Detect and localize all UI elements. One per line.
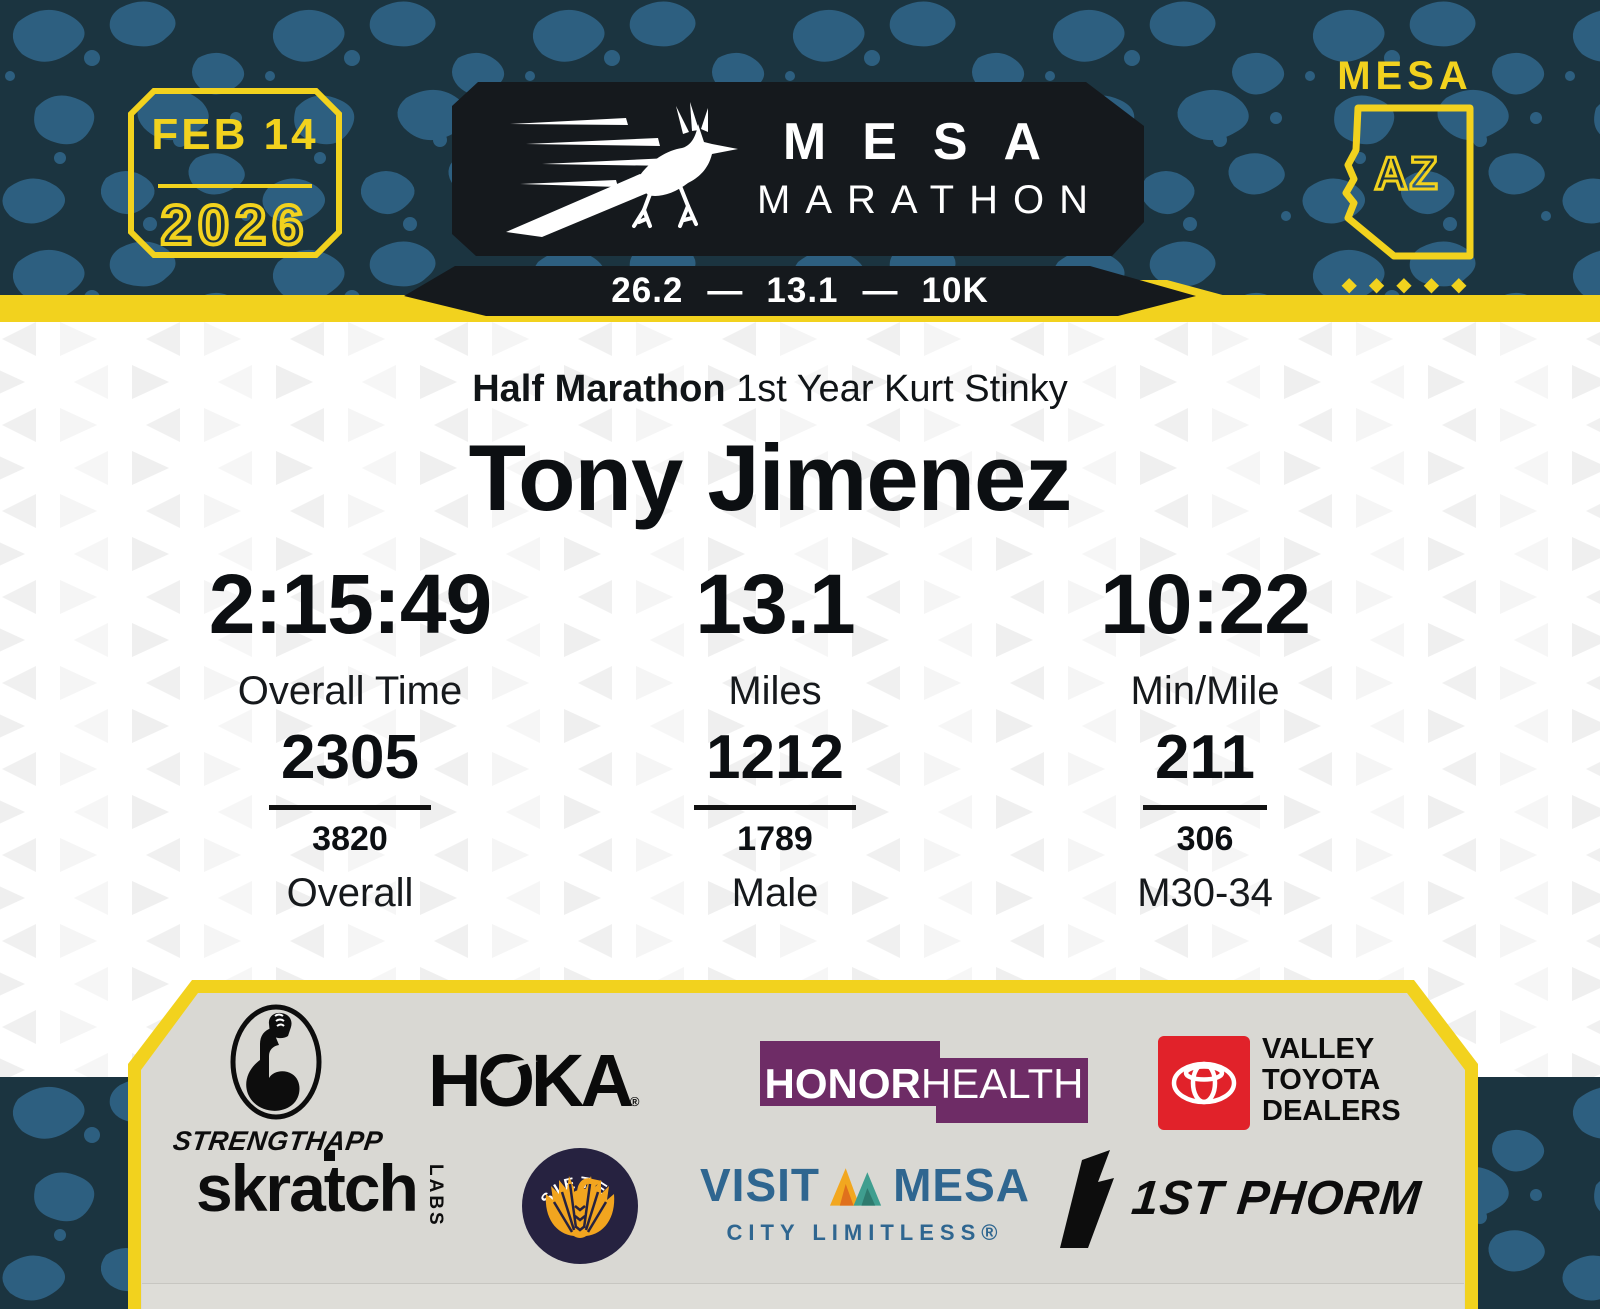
honorhealth-logo: HONORHEALTH bbox=[764, 1060, 1084, 1108]
rank-place: 2305 bbox=[269, 722, 431, 810]
roadrunner-logo-icon bbox=[506, 102, 738, 237]
visitmesa-tagline: CITY LIMITLESS® bbox=[726, 1220, 1004, 1245]
stat-pace: 10:22 Min/Mile bbox=[1005, 556, 1405, 714]
distance-10k: 10K bbox=[921, 271, 989, 310]
first-phorm-flag-icon bbox=[1060, 1150, 1114, 1248]
date-month-day: FEB 14 bbox=[151, 110, 319, 159]
race-name: Half Marathon bbox=[472, 368, 726, 410]
sponsor-panel-footer-strip bbox=[142, 1283, 1464, 1309]
rank-division: 211 306 M30-34 bbox=[1005, 722, 1405, 916]
stat-overall-time: 2:15:49 Overall Time bbox=[150, 556, 550, 714]
stat-value: 10:22 bbox=[1100, 557, 1311, 651]
rank-label: Male bbox=[731, 871, 819, 915]
rank-gender: 1212 1789 Male bbox=[575, 722, 975, 916]
visit-mesa-logo: VISIT MESA CITY LIMITLESS® bbox=[700, 1158, 1030, 1246]
stat-label: Miles bbox=[728, 669, 822, 713]
honorhealth-honor: HONOR bbox=[764, 1060, 921, 1107]
date-year: 2026 bbox=[159, 191, 310, 258]
event-logo-box bbox=[452, 82, 1144, 256]
diamond-row-decoration: ◆◆◆◆◆ bbox=[1341, 274, 1479, 296]
valley-toyota-dealers-logo: VALLEY TOYOTA DEALERS bbox=[1262, 1034, 1401, 1127]
distance-half: 13.1 bbox=[766, 271, 839, 310]
rank-field-size: 1789 bbox=[737, 820, 813, 858]
skratch-labs-logo: skratch LABS bbox=[196, 1150, 476, 1228]
rank-label: Overall bbox=[286, 871, 414, 915]
arizona-outline-icon bbox=[1342, 104, 1474, 260]
rank-overall: 2305 3820 Overall bbox=[150, 722, 550, 916]
toyota-logo-box bbox=[1158, 1036, 1250, 1130]
skratch-wordmark: skratch bbox=[196, 1151, 419, 1225]
visitmesa-visit: VISIT bbox=[700, 1159, 821, 1211]
state-badge-city: MESA bbox=[1337, 54, 1473, 98]
visitmesa-mountain-icon bbox=[829, 1168, 882, 1206]
hoka-wordmark: HOKA bbox=[428, 1039, 634, 1122]
rank-place: 1212 bbox=[694, 722, 856, 810]
siete-badge: SIETE bbox=[522, 1148, 638, 1264]
toyota-rings-icon bbox=[1171, 1061, 1237, 1105]
skratch-square-tittle bbox=[324, 1150, 335, 1161]
hoka-registered-mark: ® bbox=[629, 1094, 640, 1109]
rank-label: M30-34 bbox=[1137, 871, 1273, 915]
rank-field-size: 3820 bbox=[312, 820, 388, 858]
race-subtitle: Half Marathon 1st Year Kurt Stinky bbox=[300, 368, 1240, 411]
honorhealth-health: HEALTH bbox=[920, 1060, 1084, 1107]
stat-value: 2:15:49 bbox=[208, 557, 493, 651]
distances-ribbon: 26.2 — 13.1 — 10K bbox=[404, 266, 1196, 316]
distance-full: 26.2 bbox=[611, 271, 684, 310]
date-badge-frame bbox=[128, 88, 342, 258]
toyota-line: TOYOTA bbox=[1262, 1064, 1381, 1096]
visitmesa-mesa: MESA bbox=[893, 1159, 1030, 1211]
honorhealth-block-right bbox=[936, 1058, 1088, 1123]
distance-separator: — bbox=[707, 271, 743, 310]
stat-label: Overall Time bbox=[237, 669, 463, 713]
first-phorm-wordmark: 1ST PHORM bbox=[1129, 1171, 1424, 1225]
rank-place: 211 bbox=[1142, 722, 1268, 810]
runner-name: Tony Jimenez bbox=[468, 425, 1073, 530]
honorhealth-block-left bbox=[760, 1041, 940, 1106]
toyota-line: VALLEY bbox=[1262, 1033, 1375, 1065]
first-phorm-logo: 1ST PHORM bbox=[1050, 1148, 1424, 1248]
event-logo-subtitle: MARATHON bbox=[757, 178, 1103, 222]
stat-label: Min/Mile bbox=[1130, 669, 1280, 713]
hoka-wing-icon bbox=[486, 1060, 538, 1081]
stat-miles: 13.1 Miles bbox=[575, 556, 975, 714]
event-logo-title: MESA bbox=[782, 113, 1078, 171]
distance-separator: — bbox=[862, 271, 898, 310]
skratch-labs-vertical: LABS bbox=[425, 1164, 446, 1228]
state-badge-abbrev: AZ bbox=[1373, 146, 1440, 201]
rank-field-size: 306 bbox=[1176, 820, 1234, 858]
race-note: 1st Year Kurt Stinky bbox=[736, 368, 1068, 410]
toyota-line: DEALERS bbox=[1262, 1095, 1401, 1127]
siete-bird-icon: SIETE bbox=[538, 1174, 615, 1238]
strengthapp-bicep-icon bbox=[230, 1004, 322, 1120]
stat-value: 13.1 bbox=[695, 557, 856, 651]
date-divider bbox=[158, 184, 312, 188]
hoka-logo: HOKA® bbox=[428, 1038, 708, 1123]
